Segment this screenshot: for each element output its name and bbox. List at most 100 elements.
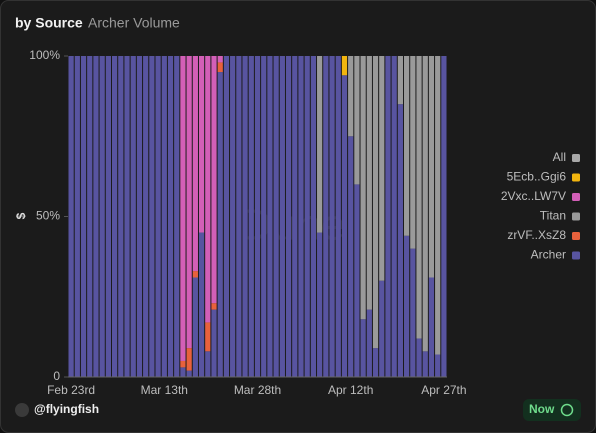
bar-segment bbox=[180, 360, 186, 368]
bar-segment bbox=[435, 354, 441, 377]
bar-segment bbox=[198, 56, 205, 233]
bar-segment bbox=[379, 56, 385, 281]
bar-segment bbox=[366, 56, 372, 310]
legend-label: Archer bbox=[531, 248, 566, 262]
bar-segment bbox=[348, 136, 354, 377]
bar-segment bbox=[217, 56, 223, 63]
bar-segment bbox=[205, 56, 211, 323]
avatar bbox=[15, 403, 29, 417]
bar-segment bbox=[217, 62, 223, 73]
bar-segment bbox=[223, 56, 230, 377]
bar-segment bbox=[167, 56, 174, 377]
bar-segment bbox=[248, 56, 254, 377]
bar-segment bbox=[87, 56, 93, 377]
bar-segment bbox=[74, 56, 80, 377]
legend-label: 5Ecb..Ggi6 bbox=[507, 170, 567, 184]
bar-segment bbox=[428, 277, 435, 377]
legend-swatch bbox=[572, 212, 580, 221]
bar-segment bbox=[192, 277, 198, 377]
bar-segment bbox=[354, 184, 360, 377]
bar-segment bbox=[267, 56, 273, 377]
chart-subtitle: Archer Volume bbox=[88, 15, 180, 31]
bar-segment bbox=[292, 56, 298, 377]
bar-segment bbox=[416, 338, 422, 377]
legend-label: Titan bbox=[540, 209, 566, 223]
legend-swatch bbox=[572, 232, 580, 240]
bar-segment bbox=[180, 56, 186, 361]
bar-segment bbox=[261, 56, 267, 377]
bar-segment bbox=[217, 72, 223, 378]
bar-segment bbox=[341, 75, 348, 377]
bar-segment bbox=[366, 309, 372, 377]
bar-segment bbox=[348, 56, 354, 137]
bar-segment bbox=[404, 235, 410, 377]
bar-segment bbox=[186, 56, 192, 349]
bar-segment bbox=[279, 56, 285, 377]
bar-segment bbox=[198, 232, 205, 377]
bar-segment bbox=[404, 56, 410, 236]
bar-segment bbox=[354, 56, 360, 185]
bar-segment bbox=[93, 56, 99, 377]
bar-segment bbox=[397, 56, 404, 105]
y-tick-label: 50% bbox=[36, 209, 60, 223]
bar-segment bbox=[161, 56, 167, 377]
badge-text: Now bbox=[529, 402, 555, 416]
x-tick-label: Mar 28th bbox=[234, 383, 281, 397]
bar-segment bbox=[335, 56, 341, 377]
bar-segment bbox=[192, 271, 198, 278]
x-tick-label: Feb 23rd bbox=[47, 383, 95, 397]
bar-segment bbox=[124, 56, 130, 377]
legend-label: All bbox=[553, 150, 566, 164]
bar-segment bbox=[149, 56, 155, 377]
bar-segment bbox=[329, 56, 335, 377]
legend-swatch bbox=[572, 251, 580, 260]
bar-segment bbox=[186, 348, 192, 371]
legend-swatch bbox=[572, 154, 580, 162]
legend-label: 2Vxc..LW7V bbox=[501, 189, 566, 203]
bar-segment bbox=[118, 56, 124, 377]
bar-segment bbox=[422, 56, 428, 352]
bar-segment bbox=[304, 56, 310, 377]
bar-segment bbox=[310, 56, 317, 377]
bar-segment bbox=[254, 56, 261, 377]
bar-segment bbox=[298, 56, 304, 377]
bar-segment bbox=[410, 248, 416, 377]
y-tick-label: 0 bbox=[53, 369, 60, 383]
bar-segment bbox=[435, 56, 441, 355]
y-axis-label: $ bbox=[14, 212, 28, 219]
bar-segment bbox=[242, 56, 248, 377]
legend-swatch bbox=[572, 193, 580, 201]
bar-segment bbox=[192, 56, 198, 272]
bar-segment bbox=[143, 56, 149, 377]
bar-segment bbox=[111, 56, 118, 377]
bar-segment bbox=[317, 56, 323, 233]
bar-segment bbox=[136, 56, 143, 377]
bar-segment bbox=[285, 56, 292, 377]
bar-segment bbox=[416, 56, 422, 339]
bar-segment bbox=[236, 56, 242, 377]
bar-segment bbox=[385, 56, 391, 377]
bar-segment bbox=[155, 56, 161, 377]
bar-segment bbox=[372, 56, 379, 349]
bar-segment bbox=[441, 56, 447, 377]
bar-segment bbox=[211, 303, 217, 310]
legend-label: zrVF..XsZ8 bbox=[507, 228, 566, 242]
y-tick-label: 100% bbox=[29, 48, 60, 62]
bar-segment bbox=[211, 56, 217, 304]
bar-segment bbox=[397, 104, 404, 378]
bar-segment bbox=[186, 370, 192, 377]
x-tick-label: Apr 12th bbox=[328, 383, 373, 397]
badge-icon bbox=[560, 403, 574, 417]
bar-segment bbox=[323, 56, 329, 377]
bar-segment bbox=[180, 367, 186, 377]
bar-segment bbox=[68, 56, 74, 377]
bar-segment bbox=[341, 56, 348, 76]
bar-segment bbox=[230, 56, 236, 377]
bar-segment bbox=[317, 232, 323, 377]
bar-segment bbox=[422, 351, 428, 377]
bar-segment bbox=[379, 280, 385, 377]
bar-segment bbox=[205, 351, 211, 377]
footer-user: @flyingfish bbox=[34, 402, 99, 416]
chart-title: by Source bbox=[15, 15, 83, 31]
